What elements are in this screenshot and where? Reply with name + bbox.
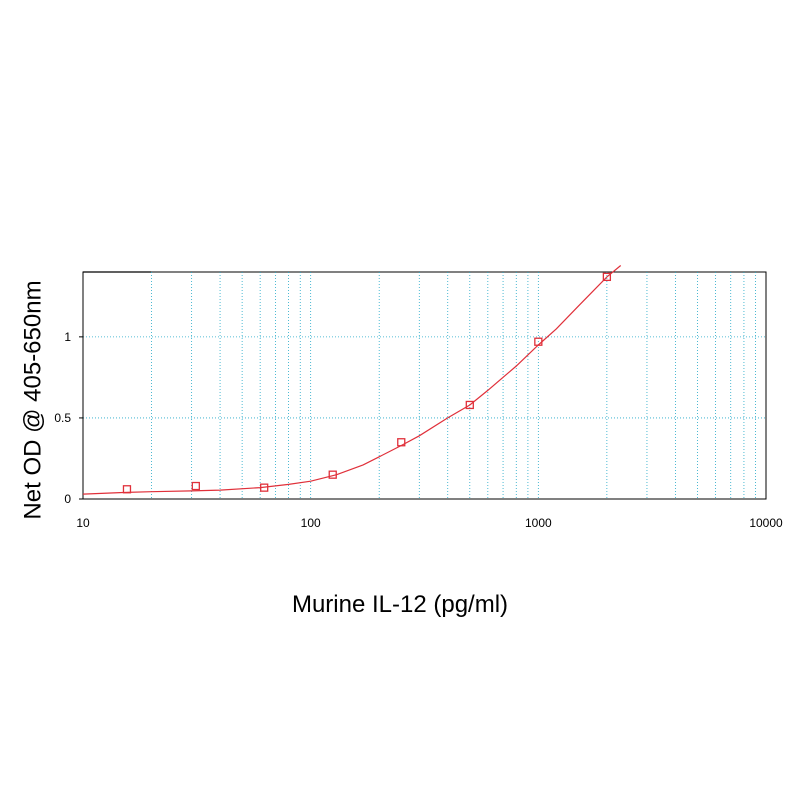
tick-label-layer: 10 100 1000 10000 0 0.5 1 [54,330,783,530]
grid-layer [83,272,766,499]
plot-area [79,265,767,500]
y-axis-title: Net OD @ 405-650nm [19,280,46,519]
x-tick-label: 10000 [749,516,783,530]
data-point-marker [397,438,406,447]
fit-curve-line [82,265,622,495]
x-tick-label: 100 [301,516,321,530]
x-tick-label: 10 [76,516,90,530]
data-point-marker [122,485,132,494]
x-tick-label: 1000 [525,516,552,530]
y-tick-label: 0.5 [54,411,71,425]
data-point-marker [602,272,612,282]
x-axis-title: Murine IL-12 (pg/ml) [292,591,508,618]
data-point-marker [191,481,200,491]
y-tick-label: 1 [64,330,71,344]
y-tick-label: 0 [64,492,71,506]
axis-layer [79,271,766,500]
data-point-layer [122,272,612,494]
plot-frame [82,271,767,500]
data-point-marker [328,470,337,479]
fit-curve-layer [82,265,622,495]
data-point-marker [534,337,543,346]
data-point-marker [260,483,269,492]
data-point-marker [465,400,474,410]
